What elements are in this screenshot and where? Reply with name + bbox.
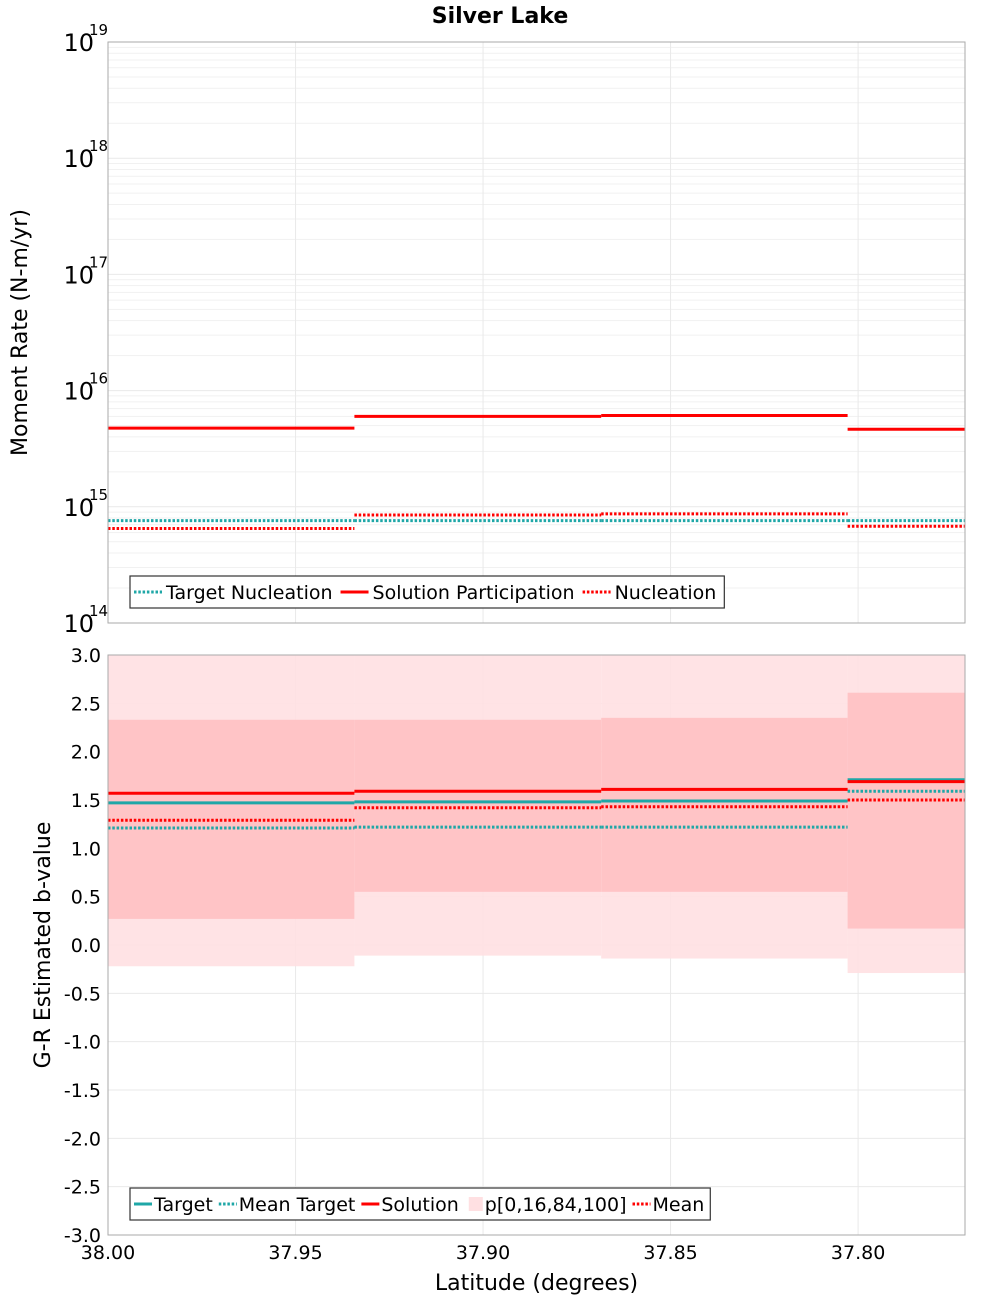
y-tick-label: -2.0 (64, 1128, 101, 1150)
legend-label: Solution (381, 1194, 458, 1216)
x-tick-label: 38.00 (81, 1242, 135, 1264)
y-tick-label-exponent: 19 (89, 21, 108, 39)
y-tick-label: -2.5 (64, 1177, 101, 1199)
y-tick-label-base: 10 (63, 494, 94, 522)
y-tick-label: 0.5 (71, 887, 101, 909)
legend-label: Target Nucleation (165, 582, 333, 604)
x-axis-label: Latitude (degrees) (435, 1271, 638, 1296)
band-inner (108, 719, 355, 919)
y-tick-label: 3.0 (71, 645, 101, 667)
y-tick-label: -0.5 (64, 983, 101, 1005)
band-inner (601, 717, 848, 892)
y-tick-label-exponent: 14 (89, 602, 108, 620)
legend-label: Mean (653, 1194, 705, 1216)
b-value-panel: 3.0 2.5 2.0 1.5 1.0 0.5 0.0 -0.5 -1.0 -1.5 -2.0 -2.… (31, 645, 966, 1296)
chart-title: Silver Lake (432, 4, 569, 29)
y-tick-label-base: 10 (63, 610, 94, 638)
legend-label: Nucleation (615, 582, 717, 604)
y-tick-label: -1.0 (64, 1032, 101, 1054)
legend-label: Solution Participation (373, 582, 575, 604)
y-tick-label-exponent: 18 (89, 137, 108, 155)
y-tick-label: 0.0 (71, 935, 101, 957)
y-tick-label-exponent: 16 (89, 370, 108, 388)
y-tick-label: 2.5 (71, 693, 101, 715)
y-tick-label: -3.0 (64, 1225, 101, 1247)
y-tick-label-exponent: 15 (89, 486, 108, 504)
y-tick-label: 1.5 (71, 790, 101, 812)
y-tick-label-exponent: 17 (89, 253, 108, 271)
y-tick-label-base: 10 (63, 261, 94, 289)
band-inner (847, 692, 965, 929)
plot-frame (107, 654, 966, 1236)
legend (129, 575, 725, 609)
x-tick-label: 37.95 (268, 1242, 322, 1264)
legend (129, 1187, 711, 1221)
y-tick-label: 2.0 (71, 742, 101, 764)
band-inner (354, 719, 602, 892)
x-tick-label: 37.85 (643, 1242, 697, 1264)
legend-label: Target (153, 1194, 213, 1216)
plot-frame (107, 41, 966, 624)
legend-label: Mean Target (239, 1194, 356, 1216)
legend-label: p[0,16,84,100] (485, 1194, 627, 1216)
y-tick-label: 1.0 (71, 838, 101, 860)
x-tick-label: 37.80 (831, 1242, 885, 1264)
x-tick-label: 37.90 (456, 1242, 510, 1264)
y-tick-label-base: 10 (63, 29, 94, 57)
y-axis-label: G-R Estimated b-value (31, 822, 56, 1069)
y-tick-label-base: 10 (63, 378, 94, 406)
y-tick-label: -1.5 (64, 1080, 101, 1102)
legend-swatch (468, 1197, 483, 1211)
y-axis-label: Moment Rate (N-m/yr) (8, 209, 33, 456)
y-tick-label-base: 10 (63, 145, 94, 173)
